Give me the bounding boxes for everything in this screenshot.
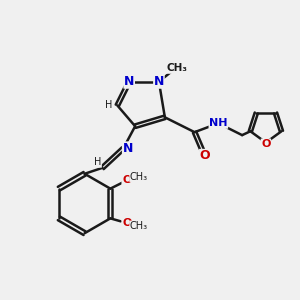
Text: O: O: [122, 218, 131, 228]
Text: O: O: [122, 175, 131, 185]
Text: CH₃: CH₃: [166, 63, 187, 73]
Text: N: N: [122, 142, 133, 155]
Text: CH₃: CH₃: [130, 172, 148, 182]
Text: N: N: [124, 75, 134, 88]
Text: NH: NH: [209, 118, 228, 128]
Text: CH₃: CH₃: [130, 221, 148, 231]
Text: H: H: [94, 158, 102, 167]
Text: N: N: [154, 75, 164, 88]
Text: O: O: [200, 149, 210, 162]
Text: O: O: [261, 139, 271, 149]
Text: H: H: [105, 100, 112, 110]
